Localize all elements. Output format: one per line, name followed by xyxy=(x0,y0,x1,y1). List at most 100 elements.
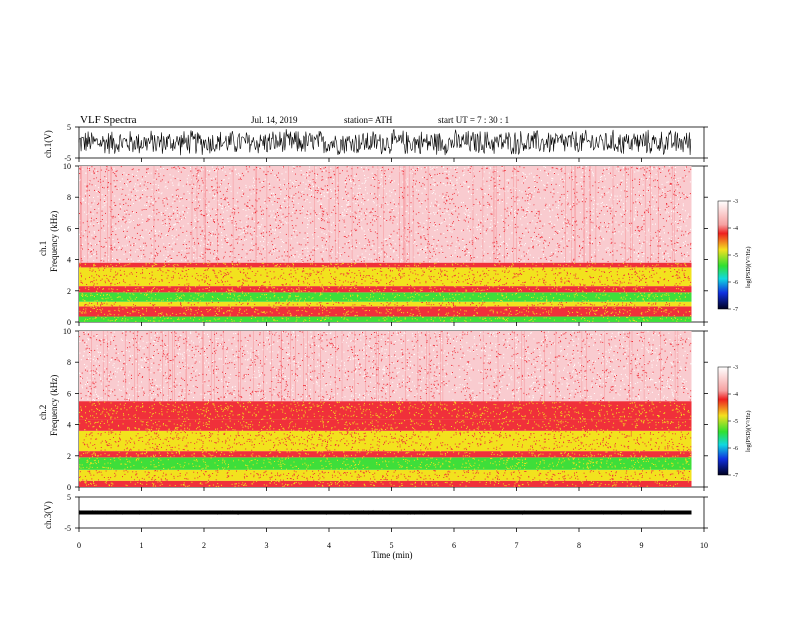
spectrogram-speck xyxy=(250,296,252,298)
spectrogram-speck xyxy=(537,168,539,170)
spectrogram-speck xyxy=(509,212,511,214)
spectrogram-speck xyxy=(194,226,196,228)
spectrogram-speck xyxy=(574,192,575,194)
spectrogram-speck xyxy=(589,234,591,236)
spectrogram-speck xyxy=(218,223,220,225)
spectrogram-speck xyxy=(561,303,563,305)
spectrogram-speck xyxy=(399,270,401,272)
spectrogram-speck xyxy=(600,314,602,316)
spectrogram-speck xyxy=(197,302,199,304)
spectrogram-speck xyxy=(127,244,128,246)
spectrogram-speck xyxy=(329,231,331,233)
spectrogram-speck xyxy=(337,266,339,268)
spectrogram-speck xyxy=(527,250,529,252)
spectrogram-speck xyxy=(193,241,195,243)
spectrogram-speck xyxy=(430,319,432,320)
spectrogram-speck xyxy=(464,183,466,185)
spectrogram-speck xyxy=(366,192,368,194)
spectrogram-speck xyxy=(607,300,609,302)
spectrogram-speck xyxy=(123,291,125,293)
spectrogram-speck xyxy=(658,194,660,196)
spectrogram-speck xyxy=(580,284,581,286)
spectrogram-speck xyxy=(345,287,347,289)
spectrogram-speck xyxy=(562,304,564,306)
spectrogram-speck xyxy=(293,264,294,265)
spectrogram-speck xyxy=(245,166,247,168)
spectrogram-speck xyxy=(111,320,113,321)
spectrogram-speck xyxy=(440,319,442,321)
spectrogram-speck xyxy=(520,289,522,290)
spectrogram-speck xyxy=(404,227,406,229)
spectrogram-speck xyxy=(165,197,167,199)
spectrogram-speck xyxy=(442,172,444,174)
spectrogram-speck xyxy=(371,300,373,301)
spectrogram-speck xyxy=(673,193,675,195)
spectrogram-speck xyxy=(535,227,537,229)
spectrogram-speck xyxy=(548,287,550,289)
spectrogram-speck xyxy=(337,263,339,265)
spectrogram-speck xyxy=(218,310,220,312)
spectrogram-speck xyxy=(127,312,129,313)
spectrogram-speck xyxy=(200,233,202,235)
spectrogram-speck xyxy=(112,239,114,240)
spectrogram-speck xyxy=(296,317,298,319)
spectrogram-speck xyxy=(469,229,471,231)
spectrogram-speck xyxy=(668,313,670,314)
spectrogram-speck xyxy=(321,237,323,239)
spectrogram-speck xyxy=(494,318,496,320)
spectrogram-speck xyxy=(426,303,428,305)
spectrogram-speck xyxy=(378,319,380,321)
spectrogram-speck xyxy=(393,215,395,217)
spectrogram-speck xyxy=(610,265,611,267)
spectrogram-speck xyxy=(610,193,612,195)
spectrogram-speck xyxy=(634,304,636,306)
spectrogram-speck xyxy=(396,267,397,269)
spectrogram-speck xyxy=(564,180,565,182)
spectrogram-speck xyxy=(128,290,130,291)
spectrogram-speck xyxy=(314,196,316,198)
ch1-waveform-trace xyxy=(78,129,692,156)
spectrogram-speck xyxy=(83,308,85,310)
spectrogram-speck xyxy=(116,170,118,172)
spectrogram-speck xyxy=(375,286,377,288)
spectrogram-speck xyxy=(287,303,289,305)
spectrogram-speck xyxy=(553,273,555,275)
spectrogram-speck xyxy=(206,293,208,295)
spectrogram-speck xyxy=(266,275,268,277)
spectrogram-speck xyxy=(436,258,438,260)
spectrogram-speck xyxy=(563,299,565,301)
spectrogram-speck xyxy=(614,303,615,305)
spectrogram-speck xyxy=(666,302,667,304)
spectrogram-speck xyxy=(89,183,91,185)
spectrogram-speck xyxy=(683,304,685,306)
spectrogram-speck xyxy=(616,289,617,291)
spectrogram-speck xyxy=(241,249,243,251)
spectrogram-speck xyxy=(358,270,360,271)
spectrogram-speck xyxy=(567,273,568,275)
spectrogram-speck xyxy=(584,284,586,286)
spectrogram-speck xyxy=(470,194,472,195)
spectrogram-speck xyxy=(480,233,482,234)
spectrogram-speck xyxy=(608,188,610,190)
spectrogram-speck xyxy=(274,295,276,296)
spectrogram-speck xyxy=(671,235,673,237)
spectrogram-speck xyxy=(370,290,372,291)
spectrogram-speck xyxy=(477,238,479,240)
spectrogram-speck xyxy=(180,227,182,229)
spectrogram-speck xyxy=(117,272,119,274)
spectrogram-speck xyxy=(450,199,452,201)
spectrogram-speck xyxy=(642,255,644,257)
spectrogram-speck xyxy=(170,302,172,304)
spectrogram-speck xyxy=(369,286,371,288)
spectrogram-speck xyxy=(380,268,382,269)
spectrogram-speck xyxy=(606,192,608,194)
spectrogram-speck xyxy=(181,290,183,292)
spectrogram-speck xyxy=(533,304,535,306)
spectrogram-speck xyxy=(87,243,89,245)
spectrogram-speck xyxy=(353,280,355,282)
spectrogram-speck xyxy=(239,280,241,282)
spectrogram-speck xyxy=(612,279,614,281)
spectrogram-speck xyxy=(314,232,316,233)
spectrogram-speck xyxy=(301,248,303,250)
spectrogram-speck xyxy=(384,239,386,241)
